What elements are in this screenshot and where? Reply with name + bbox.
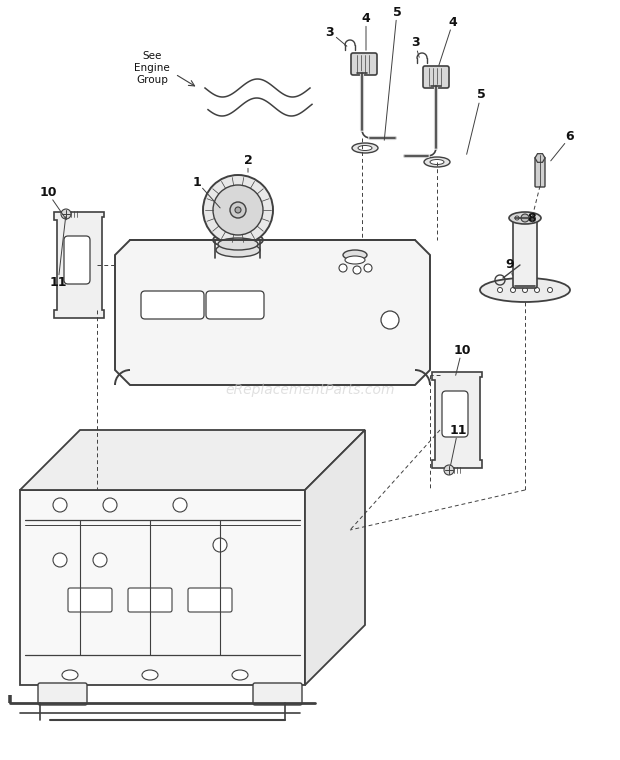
Circle shape: [213, 185, 263, 235]
Ellipse shape: [142, 670, 158, 680]
Polygon shape: [432, 372, 482, 468]
Circle shape: [444, 465, 454, 475]
Text: See
Engine
Group: See Engine Group: [134, 52, 170, 84]
Circle shape: [515, 216, 519, 220]
Circle shape: [497, 287, 502, 293]
Circle shape: [534, 287, 539, 293]
Circle shape: [547, 287, 552, 293]
FancyBboxPatch shape: [442, 391, 468, 437]
Polygon shape: [305, 430, 365, 685]
Ellipse shape: [509, 212, 541, 224]
Text: 10: 10: [453, 344, 471, 356]
FancyBboxPatch shape: [68, 588, 112, 612]
Polygon shape: [20, 490, 305, 685]
FancyBboxPatch shape: [423, 66, 449, 88]
FancyBboxPatch shape: [535, 157, 545, 187]
Text: 6: 6: [565, 131, 574, 144]
Text: 4: 4: [361, 11, 370, 24]
Text: 2: 2: [244, 154, 252, 166]
FancyBboxPatch shape: [64, 236, 90, 284]
Ellipse shape: [345, 256, 365, 264]
Circle shape: [203, 175, 273, 245]
Ellipse shape: [358, 145, 372, 150]
Polygon shape: [535, 154, 545, 163]
Circle shape: [103, 498, 117, 512]
Circle shape: [53, 553, 67, 567]
Ellipse shape: [430, 160, 444, 164]
Text: 8: 8: [528, 211, 536, 224]
Ellipse shape: [232, 670, 248, 680]
Ellipse shape: [352, 143, 378, 153]
Circle shape: [510, 287, 515, 293]
Polygon shape: [20, 430, 365, 490]
Ellipse shape: [343, 250, 367, 260]
Circle shape: [339, 264, 347, 272]
Polygon shape: [115, 240, 430, 385]
Text: 10: 10: [39, 186, 57, 200]
Circle shape: [523, 216, 527, 220]
Text: 1: 1: [193, 176, 202, 188]
Text: eReplacementParts.com: eReplacementParts.com: [225, 383, 395, 397]
Text: 9: 9: [506, 258, 515, 271]
Text: 11: 11: [49, 277, 67, 290]
FancyBboxPatch shape: [38, 683, 87, 705]
FancyBboxPatch shape: [351, 53, 377, 75]
FancyBboxPatch shape: [513, 216, 537, 288]
Ellipse shape: [216, 243, 260, 257]
Circle shape: [364, 264, 372, 272]
FancyBboxPatch shape: [128, 588, 172, 612]
FancyBboxPatch shape: [141, 291, 204, 319]
Circle shape: [93, 553, 107, 567]
Text: 5: 5: [477, 88, 485, 102]
Text: 3: 3: [410, 36, 419, 49]
Ellipse shape: [218, 238, 258, 250]
Circle shape: [53, 498, 67, 512]
Circle shape: [173, 498, 187, 512]
Circle shape: [523, 287, 528, 293]
Circle shape: [521, 214, 529, 222]
Ellipse shape: [213, 232, 263, 248]
Ellipse shape: [62, 670, 78, 680]
Text: 11: 11: [450, 423, 467, 436]
Polygon shape: [54, 212, 104, 318]
Circle shape: [61, 209, 71, 219]
Text: 4: 4: [449, 15, 458, 28]
Circle shape: [230, 202, 246, 218]
Ellipse shape: [480, 278, 570, 302]
Ellipse shape: [424, 157, 450, 167]
Text: 5: 5: [392, 5, 401, 18]
Circle shape: [235, 207, 241, 213]
Circle shape: [381, 311, 399, 329]
Text: 3: 3: [326, 26, 334, 39]
Circle shape: [531, 216, 535, 220]
FancyBboxPatch shape: [206, 291, 264, 319]
FancyBboxPatch shape: [253, 683, 302, 705]
FancyBboxPatch shape: [188, 588, 232, 612]
Circle shape: [353, 266, 361, 274]
Circle shape: [213, 538, 227, 552]
